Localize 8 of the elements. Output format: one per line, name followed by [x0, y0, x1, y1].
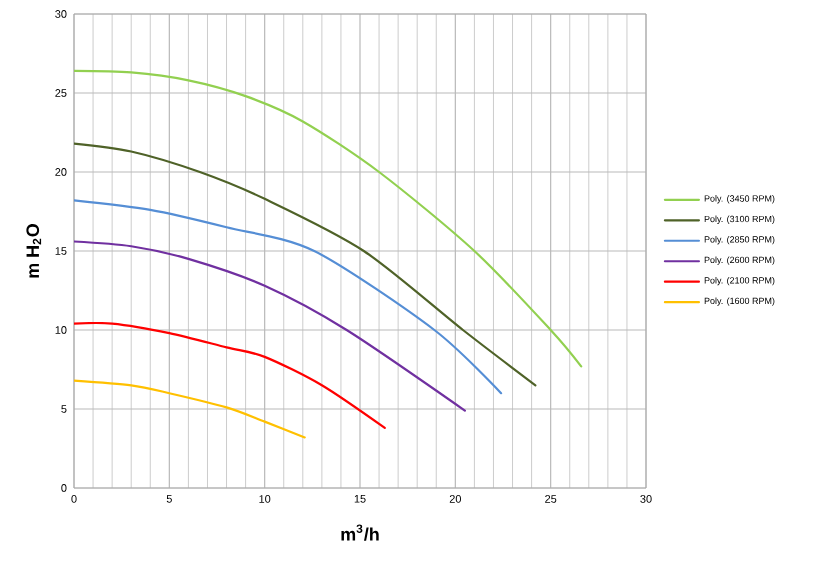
line-series	[74, 240, 466, 412]
line-series	[74, 199, 503, 395]
x-axis-title: m$^{3}$/h	[341, 524, 379, 541]
line-series	[74, 142, 537, 387]
y-axis-title: m H$_{2}$O	[26, 224, 42, 278]
line-series	[74, 69, 583, 368]
line-series	[74, 379, 306, 439]
line-series	[74, 322, 386, 430]
